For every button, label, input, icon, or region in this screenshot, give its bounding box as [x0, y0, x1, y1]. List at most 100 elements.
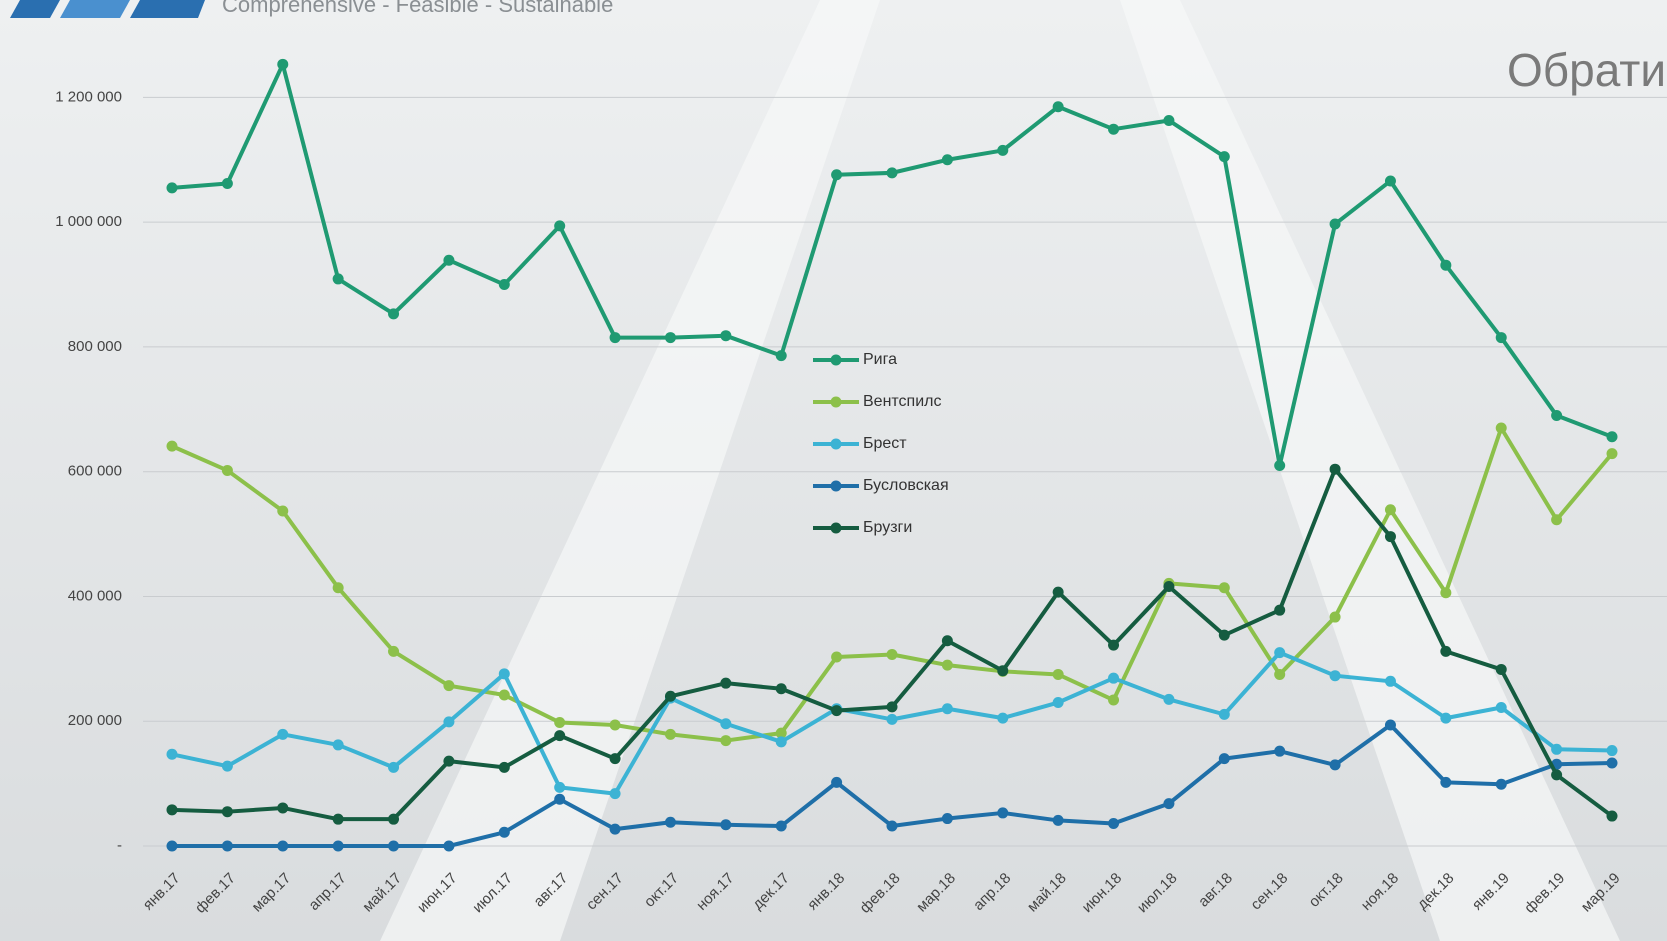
data-point	[1606, 431, 1618, 443]
data-point	[664, 332, 676, 344]
legend-marker	[830, 354, 842, 366]
y-tick-label: 1 000 000	[55, 213, 122, 230]
legend-marker	[830, 438, 842, 450]
data-point	[720, 677, 732, 689]
data-point	[277, 728, 289, 740]
data-point	[332, 739, 344, 751]
data-point	[1495, 702, 1507, 714]
data-point	[941, 154, 953, 166]
data-point	[166, 748, 178, 760]
data-point	[941, 703, 953, 715]
slide-title: Обрати	[1507, 44, 1666, 96]
data-point	[886, 713, 898, 725]
data-point	[1108, 672, 1120, 684]
data-point	[1551, 514, 1563, 526]
data-point	[720, 718, 732, 730]
data-point	[221, 806, 233, 818]
data-point	[388, 761, 400, 773]
legend-label: Рига	[863, 351, 897, 368]
data-point	[1606, 745, 1618, 757]
data-point	[1052, 697, 1064, 709]
logo	[10, 0, 205, 18]
data-point	[831, 169, 843, 181]
data-point	[831, 776, 843, 788]
y-tick-label: 1 200 000	[55, 88, 122, 105]
data-point	[1329, 670, 1341, 682]
data-point	[1163, 693, 1175, 705]
data-point	[886, 820, 898, 832]
data-point	[1551, 743, 1563, 755]
data-point	[1551, 769, 1563, 781]
data-point	[1440, 776, 1452, 788]
data-point	[720, 735, 732, 747]
legend-marker	[830, 522, 842, 534]
data-point	[1274, 745, 1286, 757]
data-point	[941, 635, 953, 647]
data-point	[1052, 586, 1064, 598]
data-point	[388, 840, 400, 852]
data-point	[1108, 639, 1120, 651]
data-point	[1440, 259, 1452, 271]
data-point	[1495, 422, 1507, 434]
y-tick-label: 200 000	[68, 712, 122, 729]
data-point	[775, 727, 787, 739]
data-point	[1384, 531, 1396, 543]
data-point	[498, 761, 510, 773]
data-point	[221, 840, 233, 852]
data-point	[221, 760, 233, 772]
legend-label: Брест	[863, 435, 907, 452]
data-point	[1218, 151, 1230, 163]
data-point	[443, 840, 455, 852]
data-point	[1163, 580, 1175, 592]
y-tick-label: 400 000	[68, 587, 122, 604]
tagline: Comprehensive - Feasible - Sustainable	[222, 0, 613, 17]
data-point	[1163, 114, 1175, 126]
data-point	[1218, 753, 1230, 765]
data-point	[1108, 818, 1120, 830]
data-point	[1495, 332, 1507, 344]
data-point	[1606, 448, 1618, 460]
data-point	[332, 582, 344, 594]
data-point	[498, 668, 510, 680]
data-point	[1551, 410, 1563, 422]
data-point	[997, 807, 1009, 819]
data-point	[443, 680, 455, 692]
legend-marker	[830, 396, 842, 408]
data-point	[1606, 810, 1618, 822]
data-point	[886, 648, 898, 660]
data-point	[277, 505, 289, 517]
data-point	[609, 788, 621, 800]
data-point	[609, 823, 621, 835]
data-point	[1329, 463, 1341, 475]
data-point	[166, 804, 178, 816]
data-point	[997, 144, 1009, 156]
data-point	[1384, 175, 1396, 187]
data-point	[277, 840, 289, 852]
data-point	[1108, 694, 1120, 706]
data-point	[775, 683, 787, 695]
data-point	[1274, 668, 1286, 680]
data-point	[498, 689, 510, 701]
data-point	[554, 781, 566, 793]
data-point	[1329, 218, 1341, 230]
data-point	[609, 719, 621, 731]
data-point	[1329, 759, 1341, 771]
data-point	[554, 220, 566, 232]
data-point	[443, 716, 455, 728]
data-point	[1052, 101, 1064, 113]
data-point	[277, 802, 289, 814]
data-point	[166, 440, 178, 452]
data-point	[997, 712, 1009, 724]
data-point	[720, 330, 732, 342]
data-point	[332, 840, 344, 852]
data-point	[941, 813, 953, 825]
legend-label: Бусловская	[863, 477, 949, 494]
data-point	[332, 273, 344, 285]
data-point	[1218, 708, 1230, 720]
data-point	[1440, 587, 1452, 599]
legend-label: Вентспилс	[863, 393, 942, 410]
data-point	[388, 308, 400, 320]
data-point	[554, 793, 566, 805]
data-point	[1495, 663, 1507, 675]
